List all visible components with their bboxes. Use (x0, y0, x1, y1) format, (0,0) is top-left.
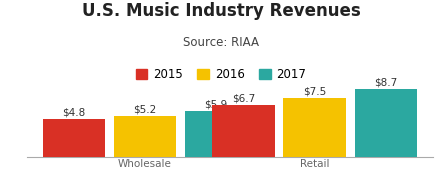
Text: $5.2: $5.2 (133, 105, 156, 115)
Bar (354, 89, 417, 157)
Legend: 2015, 2016, 2017: 2015, 2016, 2017 (136, 68, 306, 81)
Text: $5.9: $5.9 (204, 100, 228, 109)
Text: $7.5: $7.5 (303, 87, 326, 97)
Bar (114, 116, 176, 157)
Text: $6.7: $6.7 (232, 93, 255, 103)
Text: U.S. Music Industry Revenues: U.S. Music Industry Revenues (82, 2, 360, 20)
Bar (42, 119, 105, 157)
Bar (213, 105, 275, 157)
Bar (283, 98, 346, 157)
Text: $4.8: $4.8 (62, 108, 85, 118)
Text: $8.7: $8.7 (374, 78, 397, 88)
Text: Source: RIAA: Source: RIAA (183, 36, 259, 49)
Bar (185, 111, 247, 157)
